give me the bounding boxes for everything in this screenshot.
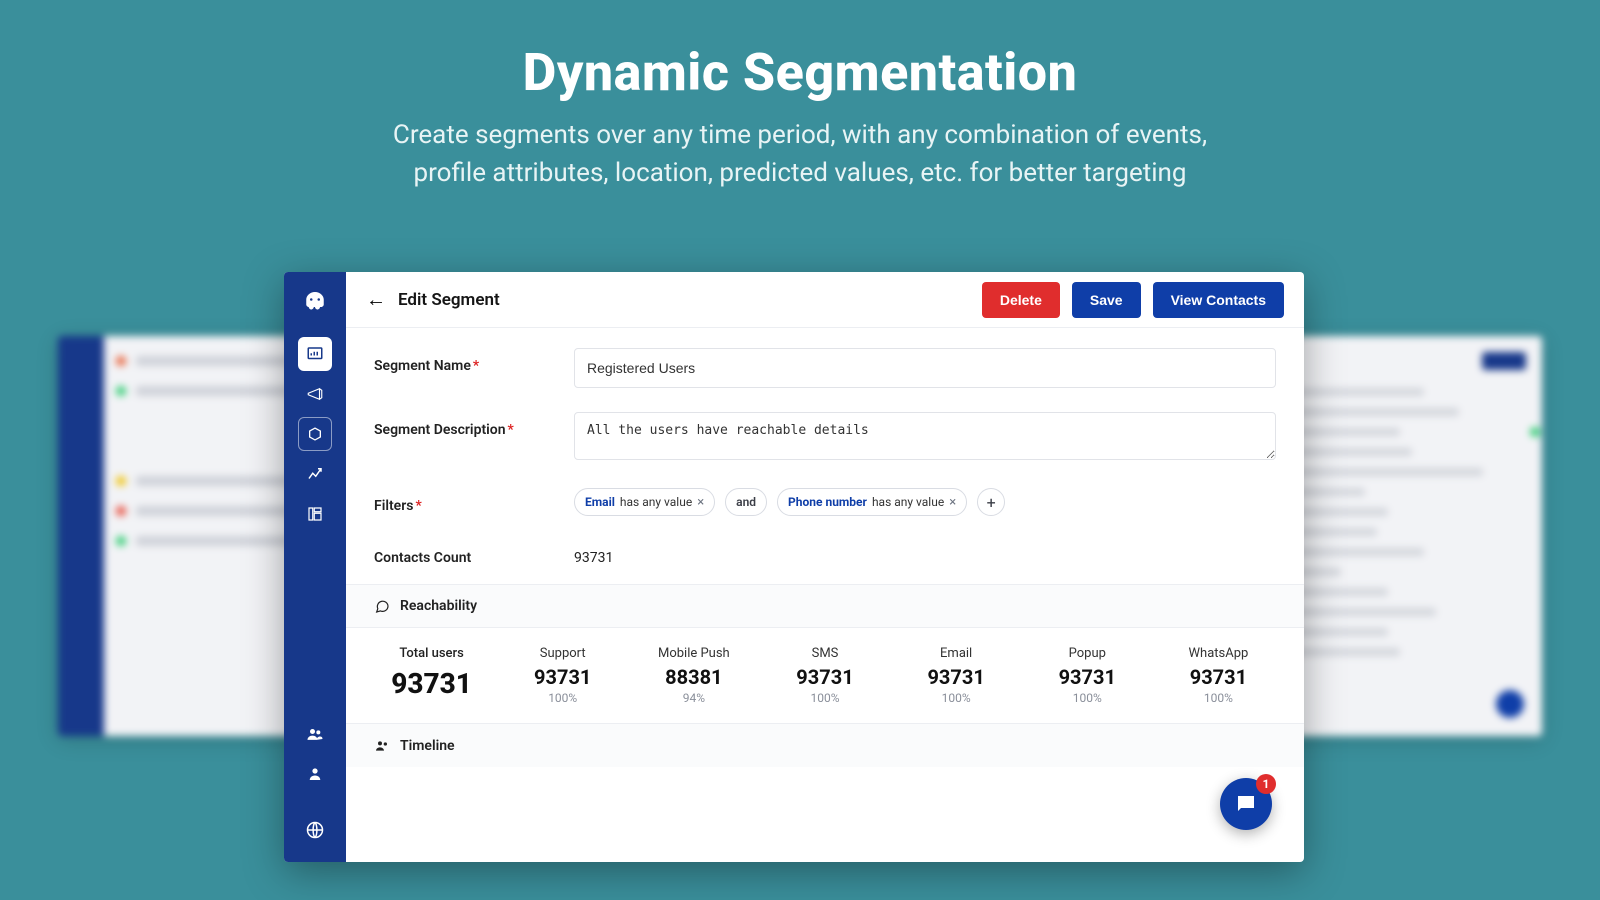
topbar: ← Edit Segment Delete Save View Contacts — [346, 272, 1304, 328]
reachability-grid: Total users 93731 Support 93731 100% Mob… — [346, 628, 1304, 723]
chat-icon — [1234, 792, 1258, 816]
nav-globe-icon[interactable] — [298, 813, 332, 847]
back-arrow-icon[interactable]: ← — [366, 287, 386, 312]
reach-channel-label: WhatsApp — [1153, 646, 1284, 661]
row-segment-description: Segment Description* All the users have … — [374, 412, 1276, 464]
reach-channel: SMS 93731 100% — [759, 646, 890, 705]
nav-profile-icon[interactable] — [298, 757, 332, 791]
add-filter-button[interactable]: + — [977, 488, 1005, 516]
reach-channel-label: Support — [497, 646, 628, 661]
reach-channel-pct: 100% — [891, 691, 1022, 705]
label-segment-name: Segment Name* — [374, 348, 574, 388]
reach-channel-value: 93731 — [759, 665, 890, 689]
section-timeline: Timeline — [346, 723, 1304, 767]
segment-form: Segment Name* Segment Description* All t… — [346, 328, 1304, 584]
label-filters: Filters* — [374, 488, 574, 516]
reach-channel-value: 93731 — [1022, 665, 1153, 689]
reach-channel-pct: 94% — [628, 691, 759, 705]
chat-fab[interactable]: 1 — [1220, 778, 1272, 830]
reachability-header-label: Reachability — [400, 598, 477, 614]
nav-campaigns-icon[interactable] — [298, 377, 332, 411]
filter-chip-phone[interactable]: Phone number has any value × — [777, 488, 967, 516]
hero-title: Dynamic Segmentation — [0, 42, 1600, 103]
reach-channel-value: 93731 — [891, 665, 1022, 689]
reach-channel: Mobile Push 88381 94% — [628, 646, 759, 705]
sidebar — [284, 272, 346, 862]
reach-channel-pct: 100% — [1022, 691, 1153, 705]
background-window-right — [1282, 336, 1542, 736]
label-segment-description: Segment Description* — [374, 412, 574, 464]
logo-hippo-icon — [297, 284, 333, 320]
view-contacts-button[interactable]: View Contacts — [1153, 282, 1284, 318]
contacts-count-value: 93731 — [574, 540, 1276, 566]
reach-total: Total users 93731 — [366, 646, 497, 705]
nav-team-icon[interactable] — [298, 717, 332, 751]
section-reachability: Reachability — [346, 584, 1304, 628]
reach-total-value: 93731 — [366, 667, 497, 700]
filter-chips: Email has any value × and Phone number h… — [574, 488, 1276, 516]
timeline-header-label: Timeline — [400, 738, 455, 754]
main-content: ← Edit Segment Delete Save View Contacts… — [346, 272, 1304, 862]
segment-description-input[interactable]: All the users have reachable details — [574, 412, 1276, 460]
row-contacts-count: Contacts Count 93731 — [374, 540, 1276, 566]
reach-channel-value: 93731 — [1153, 665, 1284, 689]
reach-channel-pct: 100% — [1153, 691, 1284, 705]
save-button[interactable]: Save — [1072, 282, 1141, 318]
hero-subtitle-line1: Create segments over any time period, wi… — [393, 120, 1207, 150]
reach-channel-pct: 100% — [759, 691, 890, 705]
filter-chip-email[interactable]: Email has any value × — [574, 488, 715, 516]
reach-channel: Popup 93731 100% — [1022, 646, 1153, 705]
reach-channel: Email 93731 100% — [891, 646, 1022, 705]
reach-channel-label: Popup — [1022, 646, 1153, 661]
reach-channel-label: SMS — [759, 646, 890, 661]
segment-name-input[interactable] — [574, 348, 1276, 388]
chat-bubble-icon — [374, 598, 390, 614]
background-window-left — [58, 336, 318, 736]
label-contacts-count: Contacts Count — [374, 540, 574, 566]
hero-subtitle-line2: profile attributes, location, predicted … — [413, 158, 1186, 188]
users-icon — [374, 738, 390, 754]
delete-button[interactable]: Delete — [982, 282, 1060, 318]
reach-total-label: Total users — [366, 646, 497, 661]
reach-channel-pct: 100% — [497, 691, 628, 705]
hero: Dynamic Segmentation Create segments ove… — [0, 0, 1600, 192]
nav-templates-icon[interactable] — [298, 497, 332, 531]
remove-filter-icon[interactable]: × — [949, 495, 956, 510]
app-window: ← Edit Segment Delete Save View Contacts… — [284, 272, 1304, 862]
nav-analytics-icon[interactable] — [298, 457, 332, 491]
nav-dashboard-icon[interactable] — [298, 337, 332, 371]
chat-badge: 1 — [1256, 774, 1276, 794]
reach-channel: Support 93731 100% — [497, 646, 628, 705]
reach-channel-label: Mobile Push — [628, 646, 759, 661]
hero-subtitle: Create segments over any time period, wi… — [0, 117, 1600, 192]
row-filters: Filters* Email has any value × and Phone… — [374, 488, 1276, 516]
reach-channel-value: 93731 — [497, 665, 628, 689]
topbar-actions: Delete Save View Contacts — [982, 282, 1284, 318]
filter-operator[interactable]: and — [725, 488, 767, 516]
page-title: Edit Segment — [398, 290, 500, 310]
row-segment-name: Segment Name* — [374, 348, 1276, 388]
reach-channel-value: 88381 — [628, 665, 759, 689]
nav-segments-icon[interactable] — [298, 417, 332, 451]
remove-filter-icon[interactable]: × — [697, 495, 704, 510]
reach-channel-label: Email — [891, 646, 1022, 661]
reach-channel: WhatsApp 93731 100% — [1153, 646, 1284, 705]
